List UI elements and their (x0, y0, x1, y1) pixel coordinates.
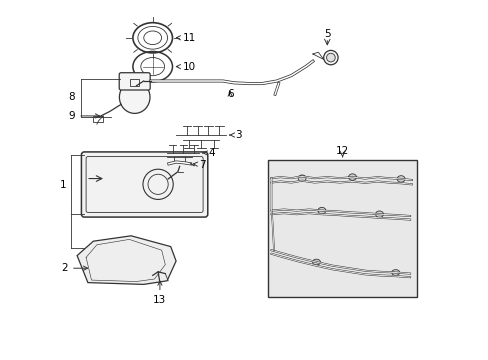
Text: 10: 10 (176, 62, 196, 72)
Text: 13: 13 (153, 281, 166, 305)
FancyBboxPatch shape (119, 73, 150, 90)
Text: 3: 3 (229, 130, 242, 140)
Text: 5: 5 (324, 29, 330, 39)
Bar (93, 116, 103, 122)
Ellipse shape (326, 53, 335, 62)
Text: 1: 1 (60, 180, 66, 189)
Ellipse shape (323, 50, 337, 65)
Text: 4: 4 (203, 148, 215, 158)
Ellipse shape (375, 211, 383, 217)
Ellipse shape (391, 270, 399, 275)
Ellipse shape (298, 175, 305, 181)
Bar (182, 163, 188, 167)
Text: 8: 8 (68, 92, 75, 102)
FancyBboxPatch shape (81, 152, 207, 217)
Text: 7: 7 (193, 159, 206, 170)
Bar (130, 79, 139, 86)
Text: 2: 2 (61, 263, 87, 273)
Text: 11: 11 (176, 33, 196, 43)
Ellipse shape (312, 259, 320, 265)
Polygon shape (77, 236, 176, 284)
Ellipse shape (317, 207, 325, 214)
Bar (267, 160, 416, 297)
Ellipse shape (119, 81, 150, 113)
Ellipse shape (348, 174, 356, 180)
Text: 6: 6 (226, 89, 233, 99)
Text: 12: 12 (335, 146, 348, 156)
Bar (171, 163, 177, 167)
Ellipse shape (396, 176, 404, 182)
Text: 9: 9 (68, 111, 100, 121)
